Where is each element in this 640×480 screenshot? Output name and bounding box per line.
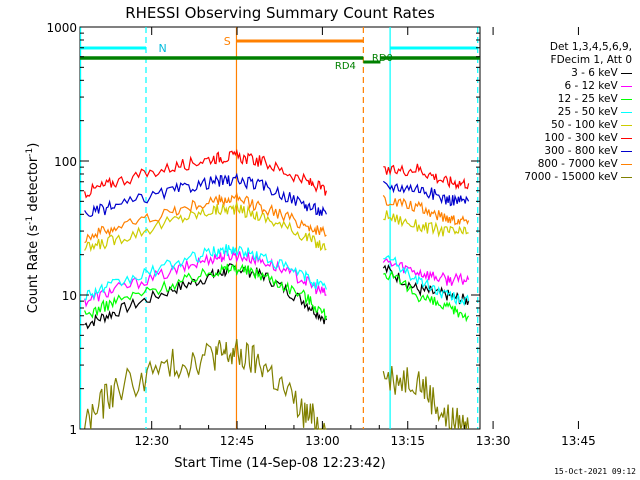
axes: 12:3012:4513:0013:1513:3013:4514:0011010… xyxy=(46,21,596,448)
legend-swatch xyxy=(621,124,632,126)
series xyxy=(84,249,470,308)
series-line xyxy=(84,338,327,430)
series xyxy=(84,172,470,218)
x-tick-label: 13:15 xyxy=(390,434,425,448)
series-line xyxy=(84,201,327,253)
y-axis-label-sup1: -1 xyxy=(25,216,35,225)
series xyxy=(84,201,469,253)
legend-swatch xyxy=(621,111,632,113)
legend-entry: 25 - 50 keV xyxy=(558,106,632,118)
legend-swatch xyxy=(621,72,632,74)
legend-label: 6 - 12 keV xyxy=(564,80,621,92)
y-axis-label-main: Count Rate (s xyxy=(26,225,41,314)
series-line xyxy=(84,191,327,244)
rd0-label: RD0 xyxy=(372,53,393,64)
legend-label: 25 - 50 keV xyxy=(557,106,621,118)
series-line xyxy=(84,172,327,218)
series-line xyxy=(383,163,470,191)
series-layer xyxy=(84,148,470,430)
legend-label: 7000 - 15000 keV xyxy=(524,171,621,183)
x-tick-label: 13:30 xyxy=(476,434,511,448)
rd4-label: RD4 xyxy=(335,61,356,72)
series-line xyxy=(382,366,470,430)
legend-entry: 6 - 12 keV xyxy=(564,80,632,92)
series-line xyxy=(84,263,327,320)
y-axis-label-sup2: -1 xyxy=(25,148,35,157)
series xyxy=(84,263,470,330)
series xyxy=(84,191,470,244)
render-timestamp: 15-Oct-2021 09:12 xyxy=(554,467,636,476)
series-line xyxy=(382,258,470,286)
series-line xyxy=(383,210,469,238)
legend-entry: 100 - 300 keV xyxy=(544,132,632,144)
series-line xyxy=(382,180,470,207)
y-axis-label-end: ) xyxy=(26,143,41,148)
legend-label: 100 - 300 keV xyxy=(544,132,621,144)
legend-entry: 300 - 800 keV xyxy=(544,145,632,157)
legend-label: 300 - 800 keV xyxy=(544,145,621,157)
y-tick-label: 1000 xyxy=(46,21,77,35)
legend-entry: 800 - 7000 keV xyxy=(538,158,632,170)
x-axis-label: Start Time (14-Sep-08 12:23:42) xyxy=(174,456,385,471)
x-tick-label: 12:30 xyxy=(134,434,169,448)
series-line xyxy=(84,249,327,308)
series-line xyxy=(84,148,327,199)
legend-swatch xyxy=(621,98,632,100)
legend-swatch xyxy=(621,176,632,178)
legend-entry: 50 - 100 keV xyxy=(551,119,632,131)
legend-entry: 7000 - 15000 keV xyxy=(524,171,632,183)
legend-label: 800 - 7000 keV xyxy=(537,158,621,170)
series xyxy=(84,148,470,199)
legend-entry: 12 - 25 keV xyxy=(558,93,632,105)
legend-header-2: FDecim 1, Att 0 xyxy=(550,54,632,66)
legend-swatch xyxy=(621,150,632,152)
y-tick-label: 100 xyxy=(54,155,77,169)
series xyxy=(84,263,470,323)
legend-swatch xyxy=(621,137,632,139)
legend-label: 50 - 100 keV xyxy=(551,119,621,131)
y-axis-label: Count Rate (s-1 detector-1) xyxy=(25,143,41,314)
chart-title: RHESSI Observing Summary Count Rates xyxy=(125,4,435,22)
series-line xyxy=(84,244,327,301)
saa-label: S xyxy=(224,35,231,48)
x-tick-label: 12:45 xyxy=(220,434,255,448)
legend-entry: 3 - 6 keV xyxy=(571,67,632,79)
series xyxy=(84,244,470,307)
series-line xyxy=(383,270,470,323)
legend-header-1: Det 1,3,4,5,6,9, xyxy=(549,41,632,53)
x-tick-label: 13:45 xyxy=(561,434,596,448)
instrument-markers: N S RD0 RD4 xyxy=(79,27,480,429)
y-axis-label-mid: detector xyxy=(26,156,41,216)
series-line xyxy=(383,255,470,307)
legend-swatch xyxy=(621,163,632,165)
night-label: N xyxy=(159,42,167,55)
y-tick-label: 10 xyxy=(62,289,77,303)
x-tick-label: 13:00 xyxy=(305,434,340,448)
legend-label: 3 - 6 keV xyxy=(571,67,621,79)
legend-label: 12 - 25 keV xyxy=(557,93,621,105)
series xyxy=(84,338,470,430)
legend-swatch xyxy=(621,85,632,87)
y-tick-label: 1 xyxy=(69,423,77,437)
series-line xyxy=(382,195,470,226)
